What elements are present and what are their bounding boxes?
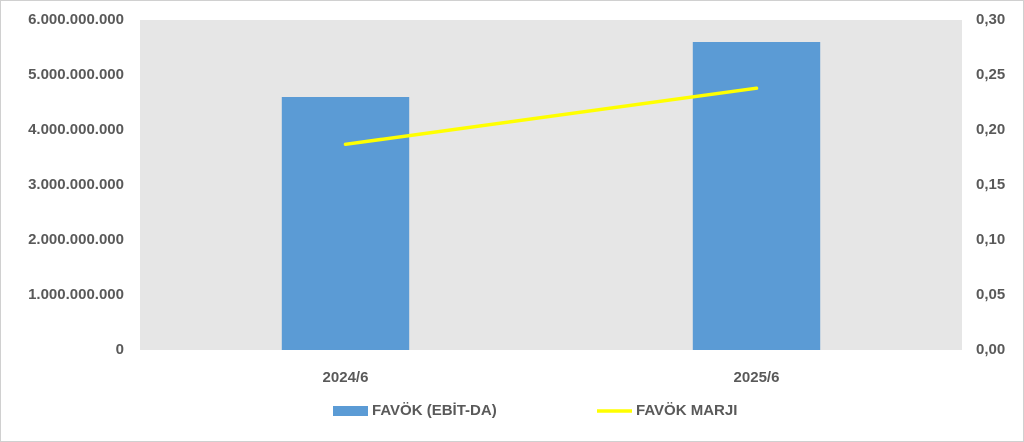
x-tick-label: 2024/6	[323, 369, 369, 386]
y2-tick-label: 0,25	[976, 66, 1005, 83]
y-tick-label: 0	[116, 341, 124, 358]
x-tick-label: 2025/6	[734, 369, 780, 386]
y-tick-label: 2.000.000.000	[28, 231, 124, 248]
y-tick-label: 3.000.000.000	[28, 176, 124, 193]
plot-area	[140, 20, 962, 350]
y-tick-label: 4.000.000.000	[28, 121, 124, 138]
legend-label: FAVÖK MARJI	[636, 402, 737, 419]
y2-tick-label: 0,20	[976, 121, 1005, 138]
y-tick-label: 6.000.000.000	[28, 11, 124, 28]
y-tick-label: 5.000.000.000	[28, 66, 124, 83]
y2-tick-label: 0,30	[976, 11, 1005, 28]
y-tick-label: 1.000.000.000	[28, 286, 124, 303]
legend-label: FAVÖK (EBİT-DA)	[372, 402, 497, 419]
legend-swatch	[333, 406, 368, 416]
y2-tick-label: 0,15	[976, 176, 1005, 193]
line	[343, 86, 759, 147]
y2-tick-label: 0,10	[976, 231, 1005, 248]
y2-tick-label: 0,00	[976, 341, 1005, 358]
y2-tick-label: 0,05	[976, 286, 1005, 303]
bar	[281, 97, 410, 350]
